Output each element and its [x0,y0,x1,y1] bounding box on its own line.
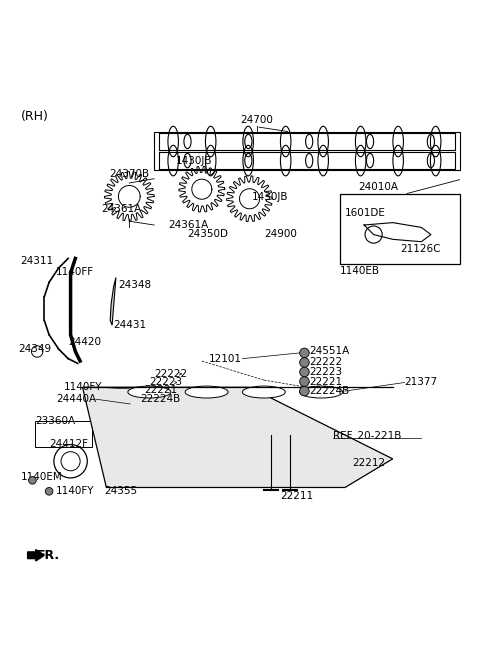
Text: 22224B: 22224B [309,386,349,396]
FancyArrowPatch shape [170,389,172,391]
Text: 24700: 24700 [240,115,273,125]
Text: 1140FF: 1140FF [56,267,95,277]
Text: 23360A: 23360A [35,416,75,426]
Polygon shape [28,550,44,561]
Text: 22223: 22223 [309,367,342,377]
Text: 12101: 12101 [209,354,242,364]
Text: 24551A: 24551A [309,346,349,356]
Circle shape [300,386,309,396]
Text: 24311: 24311 [21,256,54,266]
Bar [35,420,92,447]
Circle shape [300,358,309,367]
Text: 22224B: 22224B [140,394,180,404]
Text: 24348: 24348 [118,280,151,290]
Text: 24370B: 24370B [109,169,149,179]
Text: 22221: 22221 [144,385,178,395]
Text: 24431: 24431 [114,320,147,330]
Polygon shape [83,387,393,488]
Text: 22222: 22222 [154,369,187,379]
Bar [154,132,459,170]
Ellipse shape [128,386,171,398]
Text: 22212: 22212 [352,457,385,468]
Text: 1140EM: 1140EM [21,472,62,482]
Text: 22211: 22211 [281,491,314,501]
Text: 24350D: 24350D [188,228,228,239]
Polygon shape [110,277,116,325]
Text: 24412F: 24412F [49,439,88,449]
Text: 1140FY: 1140FY [56,486,95,496]
Text: 24420: 24420 [68,337,101,347]
Circle shape [300,348,309,358]
Text: 24361A: 24361A [168,220,209,230]
FancyArrowPatch shape [165,397,167,400]
Text: 1601DE: 1601DE [345,208,386,218]
Text: 22222: 22222 [309,358,342,368]
Text: REF. 20-221B: REF. 20-221B [333,431,401,441]
Text: FR.: FR. [37,548,60,562]
Text: (RH): (RH) [21,110,48,123]
Text: 21126C: 21126C [400,244,440,254]
Ellipse shape [300,386,343,398]
Circle shape [300,367,309,377]
Text: 1140FY: 1140FY [63,382,102,392]
Ellipse shape [242,386,285,398]
Text: 24349: 24349 [18,344,51,354]
Text: 22221: 22221 [309,377,342,387]
Text: 24900: 24900 [264,228,297,239]
Text: 1430JB: 1430JB [176,156,212,166]
Ellipse shape [185,386,228,398]
Text: 21377: 21377 [405,378,438,387]
Circle shape [300,377,309,386]
FancyArrowPatch shape [175,381,177,383]
Text: 1430JB: 1430JB [252,192,288,203]
Circle shape [45,488,53,495]
Circle shape [29,477,36,484]
Text: 24010A: 24010A [359,182,398,191]
Text: 24355: 24355 [104,486,137,496]
Bar [340,193,459,264]
Text: 24361A: 24361A [102,203,142,214]
Text: 22223: 22223 [149,378,182,387]
Text: 1140EB: 1140EB [340,265,380,276]
Text: 24440A: 24440A [56,394,96,404]
FancyArrowPatch shape [180,373,181,375]
